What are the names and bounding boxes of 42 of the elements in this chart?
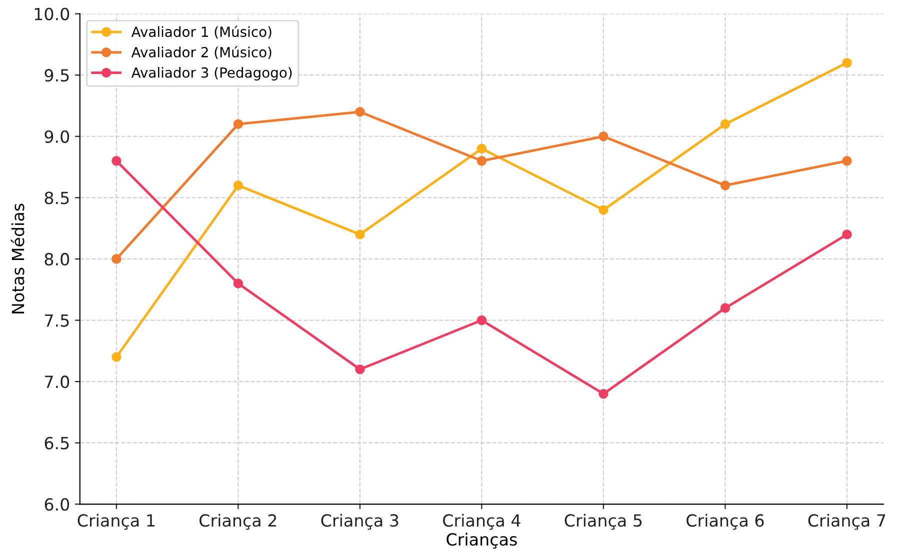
legend-label: Avaliador 2 (Músico) [131, 46, 272, 60]
point [842, 230, 852, 240]
point [598, 132, 608, 142]
point [355, 364, 365, 374]
point [598, 388, 608, 399]
y-tick-label: 8.5 [44, 192, 69, 204]
point [476, 156, 487, 166]
y-tick-label: 9.5 [44, 69, 69, 82]
y-tick-label: 9.0 [44, 130, 70, 143]
point [112, 352, 122, 362]
y-axis-title: Notas Médias [10, 204, 24, 314]
point [842, 156, 852, 166]
point [720, 119, 730, 129]
point [233, 278, 244, 288]
point [720, 303, 730, 313]
point [355, 230, 365, 240]
point [233, 180, 244, 190]
y-tick-label: 6.5 [44, 436, 69, 450]
y-tick-label: 7.5 [45, 314, 69, 327]
point [355, 106, 365, 117]
x-tick-label: Criança 6 [686, 514, 764, 530]
point [720, 180, 730, 190]
legend-label: Avaliador 1 (Músico) [131, 26, 272, 39]
point [476, 315, 487, 326]
legend-label: Avaliador 3 (Pedagogo) [131, 67, 292, 80]
x-axis-title: Crianças [446, 532, 517, 549]
y-tick-label: 6.0 [44, 498, 70, 511]
point [842, 58, 852, 68]
x-tick-label: Criança 4 [443, 514, 520, 530]
point [112, 156, 122, 166]
y-tick-label: 10.0 [34, 8, 70, 20]
point [598, 205, 608, 215]
x-tick-label: Criança 3 [321, 514, 398, 530]
x-tick-label: Criança 7 [808, 514, 886, 530]
point [476, 144, 487, 154]
point [233, 119, 244, 129]
x-tick-label: Criança 2 [200, 514, 276, 530]
point [112, 254, 122, 264]
x-tick-label: Criança 1 [78, 514, 154, 530]
y-tick-label: 7.0 [45, 376, 70, 388]
x-tick-label: Criança 5 [564, 514, 642, 530]
y-tick-label: 8.0 [44, 252, 70, 266]
